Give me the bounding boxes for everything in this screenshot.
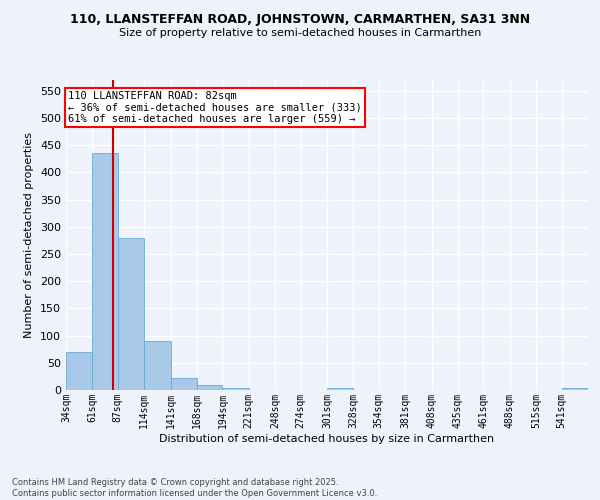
Bar	[144, 341, 170, 390]
Bar	[223, 388, 249, 390]
Text: Contains HM Land Registry data © Crown copyright and database right 2025.
Contai: Contains HM Land Registry data © Crown c…	[12, 478, 377, 498]
Text: Size of property relative to semi-detached houses in Carmarthen: Size of property relative to semi-detach…	[119, 28, 481, 38]
Y-axis label: Number of semi-detached properties: Number of semi-detached properties	[25, 132, 34, 338]
Bar	[66, 352, 92, 390]
X-axis label: Distribution of semi-detached houses by size in Carmarthen: Distribution of semi-detached houses by …	[160, 434, 494, 444]
Bar	[562, 388, 588, 390]
Text: 110, LLANSTEFFAN ROAD, JOHNSTOWN, CARMARTHEN, SA31 3NN: 110, LLANSTEFFAN ROAD, JOHNSTOWN, CARMAR…	[70, 12, 530, 26]
Bar	[327, 388, 353, 390]
Bar	[170, 378, 197, 390]
Bar	[118, 238, 144, 390]
Text: 110 LLANSTEFFAN ROAD: 82sqm
← 36% of semi-detached houses are smaller (333)
61% : 110 LLANSTEFFAN ROAD: 82sqm ← 36% of sem…	[68, 91, 362, 124]
Bar	[92, 154, 118, 390]
Bar	[197, 384, 223, 390]
